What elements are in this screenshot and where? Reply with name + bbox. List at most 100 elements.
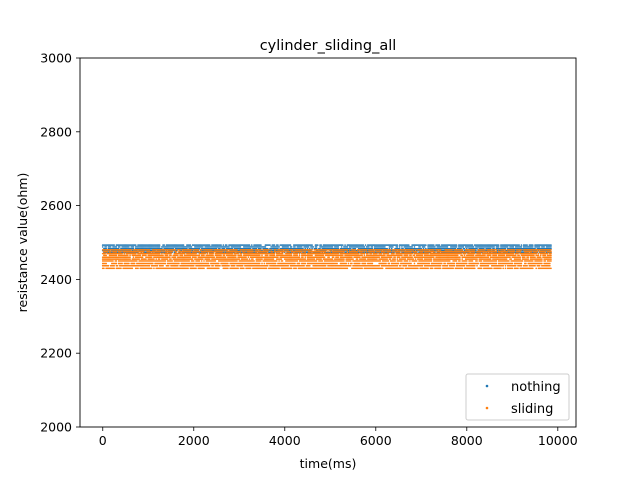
data-point (415, 260, 418, 262)
data-point (378, 256, 381, 259)
data-point (341, 244, 344, 246)
data-point (371, 262, 374, 265)
data-point (303, 264, 305, 267)
data-point (401, 246, 403, 248)
data-point (463, 254, 466, 257)
data-point (202, 258, 204, 260)
data-point (489, 258, 492, 260)
data-point (258, 262, 261, 265)
data-point (361, 267, 363, 270)
data-point (535, 267, 538, 270)
data-point (131, 267, 134, 270)
data-point (539, 254, 542, 257)
data-point (368, 246, 370, 248)
data-point (227, 262, 229, 265)
data-point (115, 260, 118, 262)
data-point (448, 260, 451, 262)
data-point (396, 244, 399, 246)
data-point (471, 260, 474, 262)
data-point (260, 249, 262, 251)
data-point (212, 254, 214, 257)
data-point (107, 264, 110, 267)
data-point (517, 252, 519, 255)
data-point (402, 267, 404, 270)
data-point (307, 246, 310, 248)
data-point (324, 264, 327, 267)
data-point (512, 252, 515, 255)
data-point (304, 256, 307, 259)
data-point (390, 247, 393, 250)
data-point (430, 260, 433, 262)
data-point (126, 254, 129, 257)
data-point (116, 264, 119, 267)
data-point (189, 244, 192, 246)
data-point (328, 256, 330, 259)
data-point (212, 252, 214, 255)
data-point (453, 264, 456, 267)
data-point (203, 267, 205, 270)
data-point (208, 244, 211, 246)
data-point (336, 262, 338, 265)
data-point (156, 264, 159, 267)
data-point (459, 256, 461, 259)
data-point (290, 254, 293, 257)
data-point (197, 249, 200, 251)
data-point (208, 264, 211, 267)
data-point (398, 250, 401, 253)
data-point (341, 254, 344, 257)
data-point (497, 244, 500, 246)
data-point (497, 246, 500, 248)
data-point (389, 258, 392, 260)
data-point (390, 256, 393, 259)
data-point (351, 256, 353, 259)
data-point (266, 254, 269, 257)
data-point (120, 250, 122, 253)
data-point (410, 254, 412, 257)
data-point (432, 256, 435, 259)
data-point (363, 250, 366, 253)
data-point (104, 252, 106, 255)
data-point (150, 256, 153, 259)
data-point (548, 264, 551, 267)
data-point (313, 258, 316, 260)
data-point (200, 260, 203, 262)
data-point (525, 262, 527, 265)
data-point (290, 246, 293, 248)
data-point (162, 254, 164, 257)
data-point (550, 258, 552, 260)
data-point (195, 267, 197, 270)
data-point (101, 246, 104, 248)
data-point (267, 249, 270, 251)
data-point (179, 249, 181, 251)
data-point (170, 252, 172, 255)
data-point (506, 250, 509, 253)
data-point (410, 250, 412, 253)
data-point (534, 256, 536, 259)
data-point (473, 250, 476, 253)
data-point (272, 258, 275, 260)
data-point (446, 264, 449, 267)
data-point (527, 258, 530, 260)
data-point (145, 258, 147, 260)
data-point (398, 246, 401, 248)
data-point (261, 262, 263, 265)
data-point (366, 252, 369, 255)
data-point (459, 260, 461, 262)
data-point (219, 264, 221, 267)
data-point (346, 246, 349, 248)
data-point (115, 254, 118, 257)
data-point (252, 258, 254, 260)
data-point (412, 258, 415, 260)
data-point (531, 246, 534, 248)
data-point (316, 244, 319, 246)
data-point (343, 260, 345, 262)
data-point (300, 250, 303, 253)
data-point (242, 267, 245, 270)
data-point (277, 244, 279, 246)
data-point (274, 262, 277, 265)
data-point (337, 256, 340, 259)
data-point (541, 260, 543, 262)
data-point (373, 250, 376, 253)
data-point (476, 258, 478, 260)
data-point (432, 244, 435, 246)
